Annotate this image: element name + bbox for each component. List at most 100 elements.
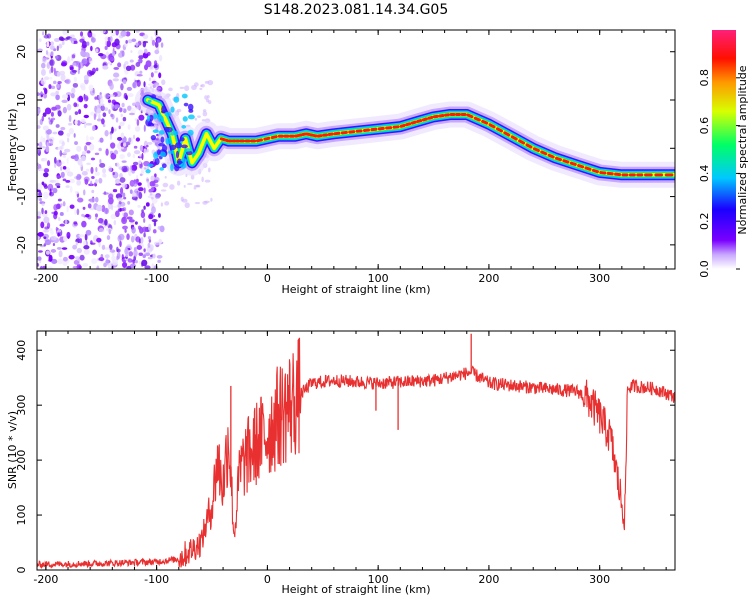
ridge-blob [175, 150, 180, 159]
noise-blob [151, 218, 158, 223]
noise-blob [139, 173, 143, 177]
noise-blob [208, 100, 212, 105]
colorbar-tick-label: 0.0 [698, 260, 711, 278]
noise-blob [151, 202, 155, 209]
noise-blob [58, 43, 63, 49]
noise-blob [138, 54, 144, 60]
noise-blob [43, 93, 48, 99]
noise-blob [164, 175, 167, 179]
noise-blob [154, 49, 160, 55]
noise-blob [69, 178, 75, 184]
noise-blob [150, 72, 154, 78]
noise-blob [116, 255, 119, 261]
noise-blob [138, 191, 143, 200]
noise-blob [48, 84, 52, 90]
noise-blob [95, 196, 99, 203]
noise-blob [145, 202, 150, 207]
ridge-blob [173, 130, 179, 136]
noise-blob [169, 184, 175, 190]
noise-blob [153, 241, 160, 246]
noise-blob [50, 92, 57, 97]
noise-blob [162, 182, 169, 188]
noise-blob [62, 166, 67, 170]
noise-blob [208, 167, 211, 173]
noise-blob [37, 215, 41, 219]
noise-blob [108, 228, 112, 235]
noise-blob [142, 254, 146, 259]
noise-blob [139, 226, 144, 234]
noise-blob [43, 157, 48, 162]
noise-blob [50, 249, 57, 253]
colorbar-ticks: 0.0 0.2 0.4 0.6 0.8 [698, 69, 740, 278]
noise-blob [121, 50, 125, 57]
noise-blob [151, 180, 156, 187]
noise-blob [141, 152, 144, 161]
noise-blob [204, 95, 208, 100]
noise-blob [95, 213, 98, 218]
snr-plot-area [37, 333, 675, 569]
noise-blob [54, 162, 57, 169]
noise-blob [64, 78, 71, 85]
noise-blob [81, 58, 88, 65]
noise-blob [133, 150, 141, 155]
noise-blob [50, 230, 54, 235]
noise-blob [74, 208, 77, 216]
noise-blob [122, 261, 128, 269]
noise-blob [38, 168, 45, 172]
noise-blob [108, 197, 114, 205]
noise-blob [69, 38, 74, 41]
noise-blob [112, 51, 116, 57]
noise-blob [109, 132, 113, 141]
noise-blob [113, 66, 120, 70]
noise-blob [148, 239, 152, 243]
noise-blob [65, 185, 70, 188]
noise-blob [186, 183, 193, 186]
noise-blob [138, 160, 142, 165]
spectrogram-x-tick-label: -100 [144, 272, 169, 285]
noise-blob [72, 62, 77, 66]
noise-blob [103, 207, 110, 215]
ridge-blob [179, 137, 185, 142]
noise-blob [131, 196, 138, 201]
noise-blob [62, 154, 67, 158]
noise-blob [73, 40, 78, 44]
noise-blob [105, 258, 109, 266]
noise-blob [156, 87, 162, 90]
noise-blob [117, 208, 122, 212]
noise-blob [89, 207, 95, 211]
noise-blob [112, 171, 115, 176]
noise-blob [109, 82, 114, 90]
noise-blob [116, 197, 124, 201]
ridge-blob [163, 126, 170, 132]
spectrogram-x-tick-label: 300 [589, 272, 610, 285]
noise-blob [75, 241, 78, 246]
noise-blob [65, 179, 71, 183]
noise-blob [49, 45, 55, 51]
noise-blob [115, 162, 120, 168]
noise-blob [210, 197, 213, 202]
noise-blob [79, 254, 85, 261]
ridge-blob [181, 124, 187, 129]
noise-blob [81, 44, 87, 49]
ridge-peak [421, 117, 428, 122]
noise-blob [73, 133, 76, 138]
noise-blob [106, 235, 111, 241]
noise-blob [68, 122, 73, 126]
noise-blob [60, 171, 65, 178]
noise-blob [130, 235, 135, 243]
noise-blob [124, 61, 129, 65]
noise-blob [133, 145, 138, 149]
noise-blob [52, 187, 58, 194]
noise-blob [202, 109, 207, 113]
noise-blob [99, 30, 107, 34]
noise-blob [49, 76, 53, 80]
ridge-blob [187, 114, 195, 120]
noise-blob [124, 229, 127, 233]
noise-blob [153, 64, 158, 69]
noise-blob [107, 54, 114, 62]
noise-blob [102, 168, 107, 174]
noise-blob [85, 135, 89, 143]
noise-blob [95, 48, 99, 53]
noise-blob [64, 148, 71, 153]
ridge-peak [532, 147, 540, 153]
